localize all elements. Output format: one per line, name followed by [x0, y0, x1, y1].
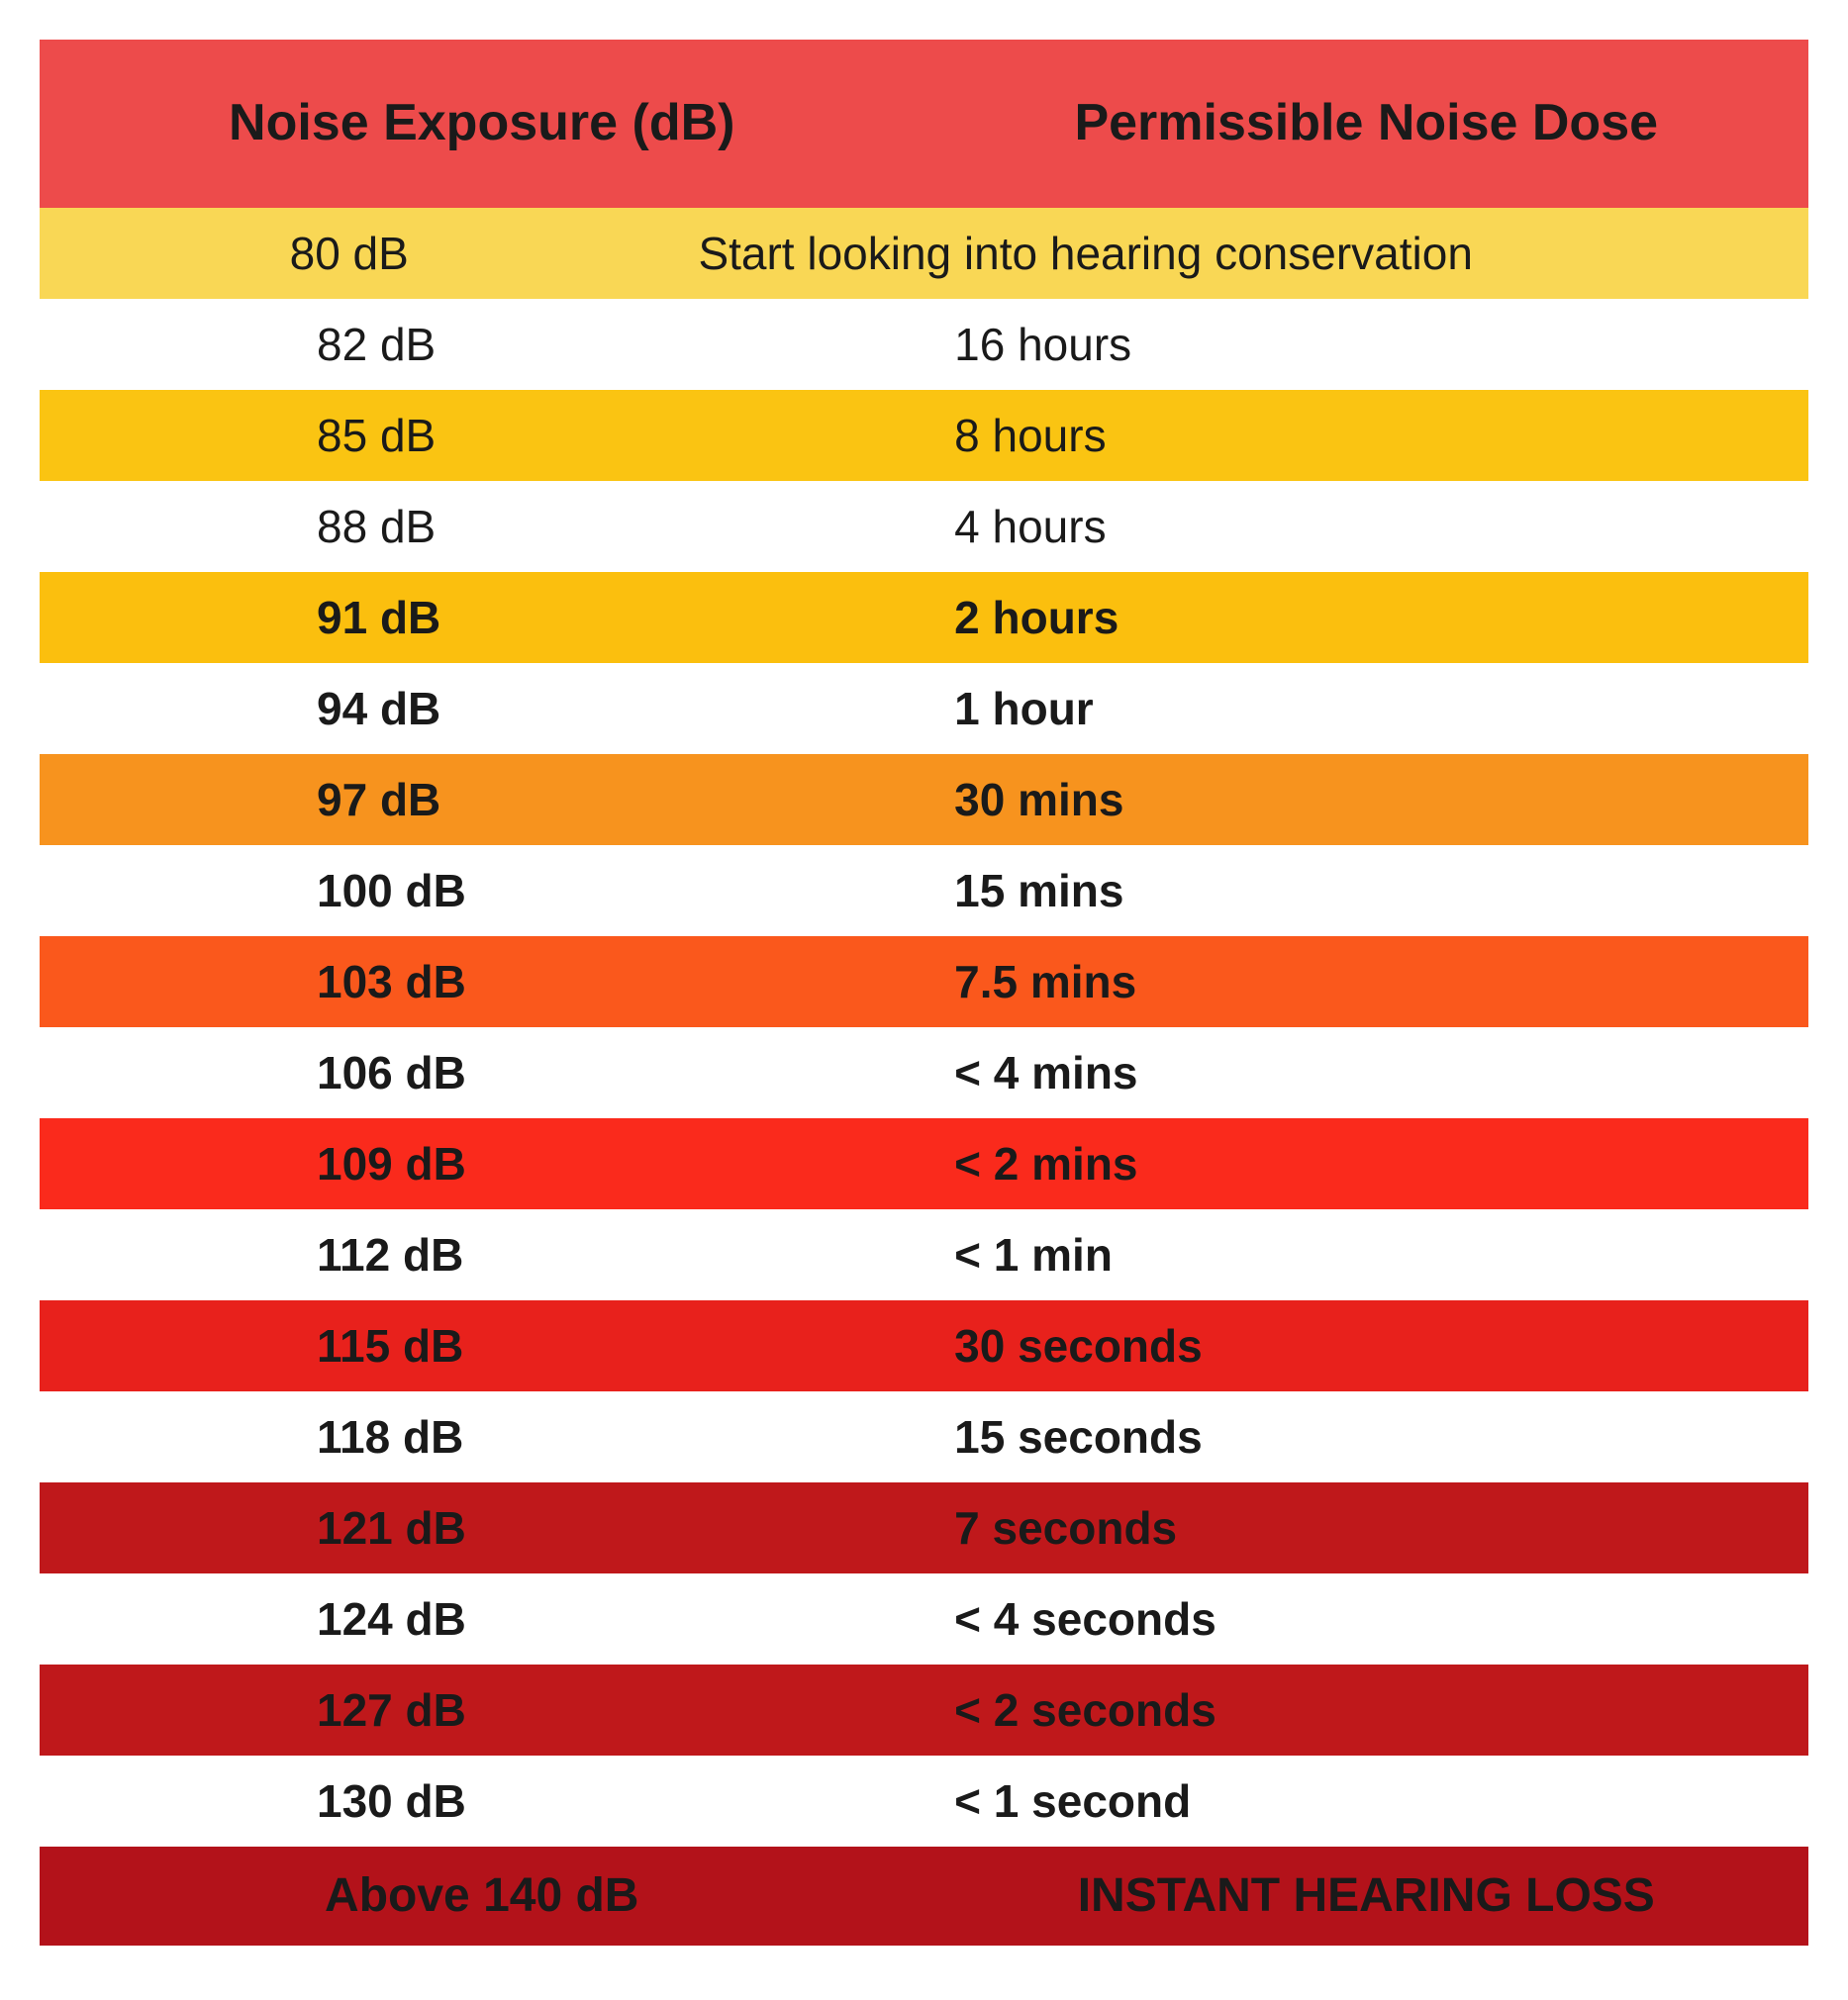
exposure-cell: 100 dB [40, 866, 835, 916]
dose-cell: INSTANT HEARING LOSS [924, 1870, 1809, 1923]
table-row: 88 dB4 hours [40, 481, 1808, 572]
exposure-cell: 94 dB [40, 684, 835, 734]
table-row: 109 dB< 2 mins [40, 1118, 1808, 1209]
dose-cell: < 2 seconds [835, 1685, 1808, 1736]
dose-cell: < 4 mins [835, 1048, 1808, 1098]
exposure-cell: 82 dB [40, 320, 835, 370]
dose-cell: < 1 min [835, 1230, 1808, 1281]
table-row: 94 dB1 hour [40, 663, 1808, 754]
table-row: 103 dB7.5 mins [40, 936, 1808, 1027]
dose-cell: 2 hours [835, 593, 1808, 643]
dose-cell: 1 hour [835, 684, 1808, 734]
table-row: 127 dB< 2 seconds [40, 1665, 1808, 1756]
exposure-cell: 109 dB [40, 1139, 835, 1190]
table-row: 130 dB< 1 second [40, 1756, 1808, 1847]
exposure-cell: 85 dB [40, 411, 835, 461]
exposure-cell: 124 dB [40, 1594, 835, 1645]
table-row: 100 dB15 mins [40, 845, 1808, 936]
exposure-cell: 130 dB [40, 1776, 835, 1827]
exposure-cell: 127 dB [40, 1685, 835, 1736]
table-row: 97 dB30 mins [40, 754, 1808, 845]
dose-cell: 8 hours [835, 411, 1808, 461]
table-row: 91 dB2 hours [40, 572, 1808, 663]
dose-cell: 30 mins [835, 775, 1808, 825]
dose-cell: < 4 seconds [835, 1594, 1808, 1645]
exposure-cell: 121 dB [40, 1503, 835, 1554]
table: Noise Exposure (dB) Permissible Noise Do… [40, 40, 1808, 1946]
header-dose: Permissible Noise Dose [924, 95, 1809, 151]
table-row: 124 dB< 4 seconds [40, 1573, 1808, 1665]
exposure-cell: 106 dB [40, 1048, 835, 1098]
exposure-cell: 112 dB [40, 1230, 835, 1281]
table-row-last: Above 140 dB INSTANT HEARING LOSS [40, 1847, 1808, 1946]
table-row: 121 dB7 seconds [40, 1482, 1808, 1573]
table-row-first: 80 dB Start looking into hearing conserv… [40, 208, 1808, 299]
table-row: 85 dB8 hours [40, 390, 1808, 481]
dose-cell: 15 seconds [835, 1412, 1808, 1463]
dose-cell: 7 seconds [835, 1503, 1808, 1554]
dose-cell: 4 hours [835, 502, 1808, 552]
noise-dose-table: Noise Exposure (dB) Permissible Noise Do… [0, 0, 1848, 1985]
exposure-cell: 88 dB [40, 502, 835, 552]
table-header-row: Noise Exposure (dB) Permissible Noise Do… [40, 40, 1808, 208]
dose-cell: 16 hours [835, 320, 1808, 370]
table-row: 115 dB30 seconds [40, 1300, 1808, 1391]
dose-cell: 15 mins [835, 866, 1808, 916]
table-row: 106 dB< 4 mins [40, 1027, 1808, 1118]
dose-cell: Start looking into hearing conservation [658, 229, 1808, 279]
exposure-cell: 97 dB [40, 775, 835, 825]
exposure-cell: 103 dB [40, 957, 835, 1007]
dose-cell: < 1 second [835, 1776, 1808, 1827]
dose-cell: 7.5 mins [835, 957, 1808, 1007]
exposure-cell: Above 140 dB [40, 1870, 924, 1923]
table-body: 82 dB16 hours85 dB8 hours88 dB4 hours91 … [40, 299, 1808, 1847]
dose-cell: 30 seconds [835, 1321, 1808, 1372]
header-exposure: Noise Exposure (dB) [40, 95, 924, 151]
exposure-cell: 115 dB [40, 1321, 835, 1372]
dose-cell: < 2 mins [835, 1139, 1808, 1190]
table-row: 82 dB16 hours [40, 299, 1808, 390]
table-row: 112 dB< 1 min [40, 1209, 1808, 1300]
exposure-cell: 118 dB [40, 1412, 835, 1463]
table-row: 118 dB15 seconds [40, 1391, 1808, 1482]
exposure-cell: 91 dB [40, 593, 835, 643]
exposure-cell: 80 dB [40, 229, 658, 279]
